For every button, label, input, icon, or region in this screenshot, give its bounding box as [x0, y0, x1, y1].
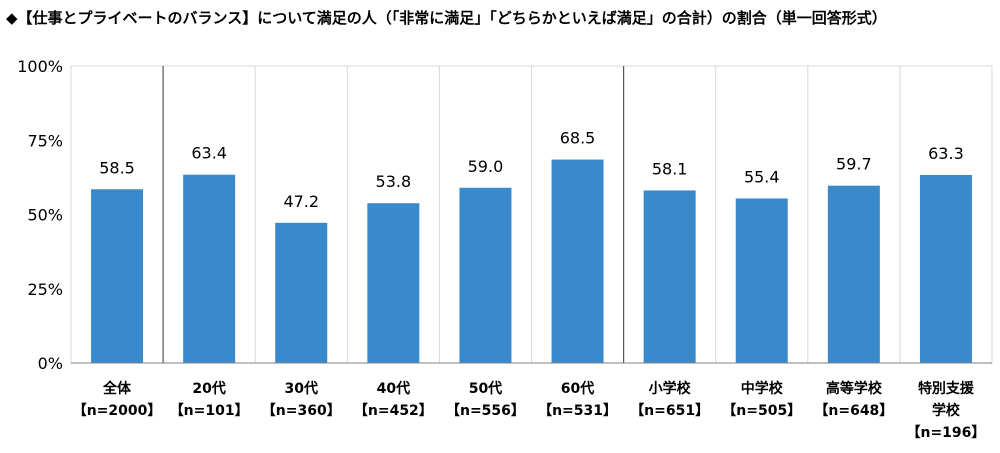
bars-layer: [91, 159, 972, 363]
labels-layer: 58.5 全体【n=2000】 63.4 20代【n=101】 47.2 30代【n=36…: [73, 129, 986, 441]
bar: [735, 198, 788, 363]
data-label: 63.3: [928, 144, 964, 163]
data-label: 59.7: [836, 155, 872, 174]
bar: [91, 189, 144, 363]
x-category-label: 【n=556】: [446, 403, 525, 419]
bar: [183, 174, 236, 363]
y-tick-label: 0%: [38, 354, 63, 373]
data-label: 58.1: [652, 159, 688, 178]
x-category-label: 20代: [192, 380, 225, 397]
grid-layer: [70, 65, 993, 364]
x-category-label: 40代: [377, 380, 410, 397]
x-category-label: 【n=648】: [814, 403, 893, 419]
x-category-label: 中学校: [741, 380, 784, 397]
axis-layer: 0% 25% 50% 75% 100%: [17, 57, 992, 373]
x-category-label: 【n=101】: [170, 403, 249, 419]
data-label: 63.4: [191, 144, 227, 163]
x-category-label: 【n=2000】: [73, 403, 162, 419]
x-category-label: 【n=505】: [722, 403, 801, 419]
x-category-label: 【n=531】: [538, 403, 617, 419]
bar: [459, 187, 512, 363]
x-category-label: 学校: [932, 402, 961, 419]
bar: [919, 174, 972, 363]
data-label: 68.5: [560, 129, 596, 148]
data-label: 58.5: [99, 158, 135, 177]
x-category-label: 50代: [469, 380, 502, 397]
x-category-label: 全体: [102, 380, 132, 397]
y-tick-label: 75%: [27, 131, 63, 150]
x-category-label: 【n=452】: [354, 403, 433, 419]
x-category-label: 【n=651】: [630, 403, 709, 419]
x-category-label: 30代: [285, 380, 318, 397]
data-label: 55.4: [744, 167, 780, 186]
bar: [551, 159, 604, 363]
x-category-label: 小学校: [649, 380, 692, 397]
bar: [367, 203, 420, 363]
y-tick-label: 100%: [17, 57, 63, 76]
x-category-label: 特別支援: [918, 380, 975, 397]
bar: [275, 222, 328, 363]
data-label: 53.8: [376, 172, 412, 191]
y-tick-label: 25%: [27, 280, 63, 299]
chart-title: ◆【仕事とプライベートのバランス】について満足の人（「非常に満足」「どちらかとい…: [6, 9, 887, 27]
x-category-label: 【n=360】: [262, 403, 341, 419]
data-label: 47.2: [283, 192, 319, 211]
x-category-label: 【n=196】: [906, 425, 985, 441]
data-label: 59.0: [468, 157, 504, 176]
x-category-label: 60代: [561, 380, 594, 397]
bar: [827, 185, 880, 363]
x-category-label: 高等学校: [826, 380, 883, 397]
y-tick-label: 50%: [27, 206, 63, 225]
bar: [643, 190, 696, 363]
